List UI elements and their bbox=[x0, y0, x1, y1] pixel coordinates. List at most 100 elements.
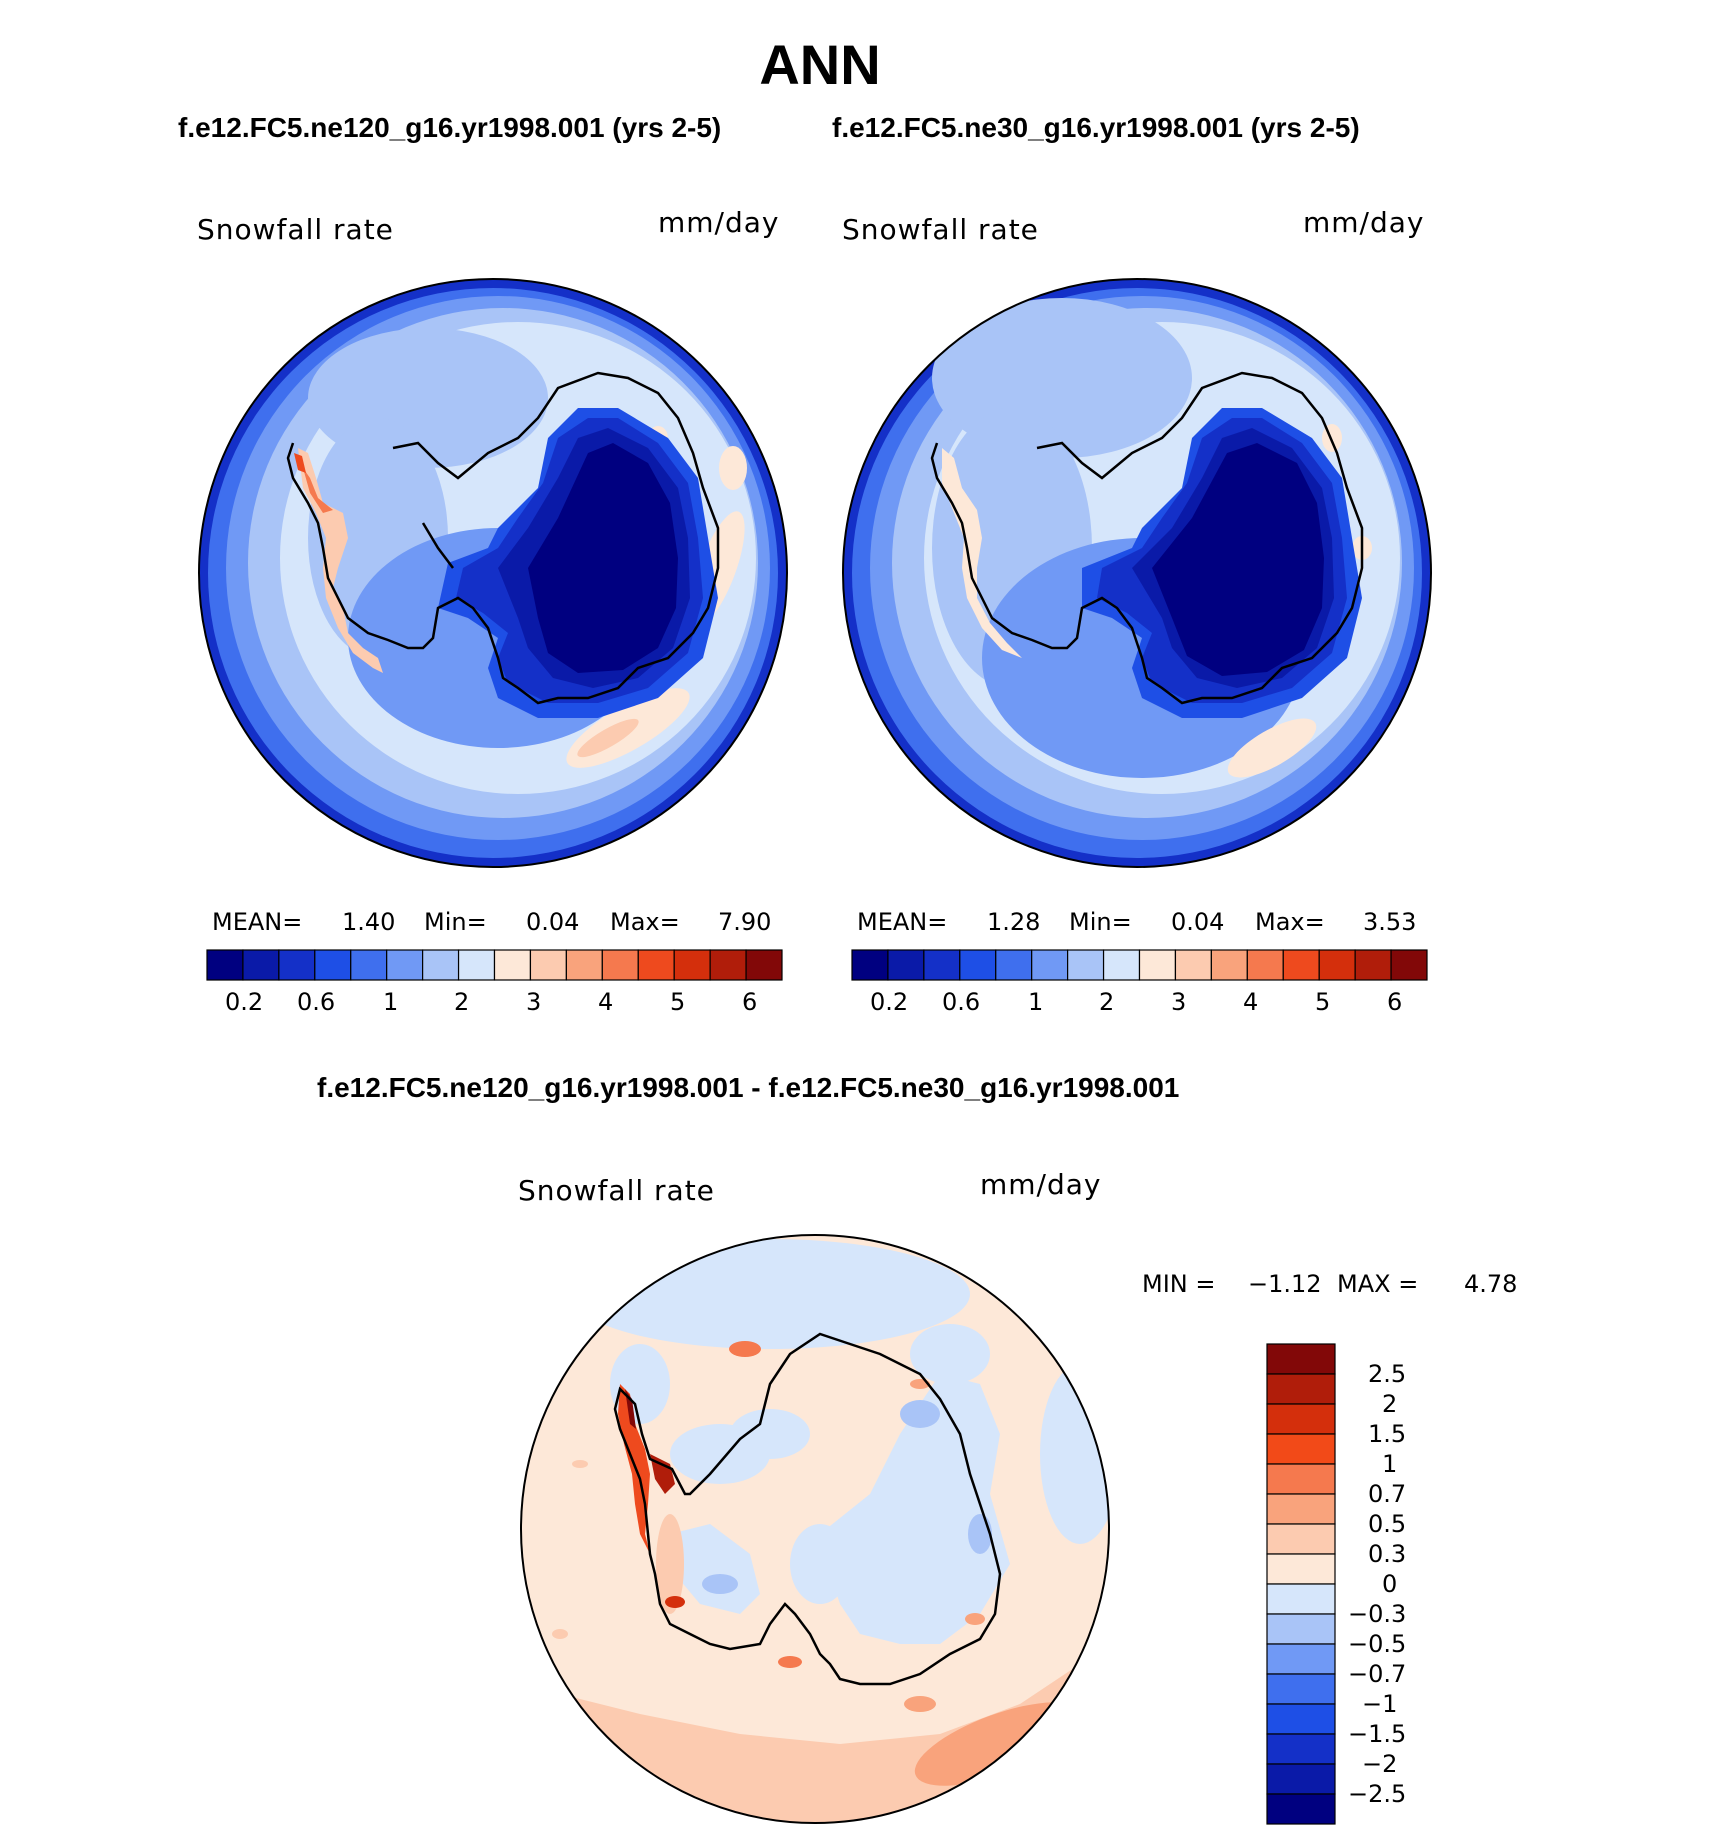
colorbar-right-tick: 3 bbox=[1171, 988, 1187, 1016]
difference-label: f.e12.FC5.ne120_g16.yr1998.001 - f.e12.F… bbox=[317, 1072, 1180, 1103]
case-label-right: f.e12.FC5.ne30_g16.yr1998.001 (yrs 2-5) bbox=[832, 112, 1360, 143]
diff-max-label: MAX = bbox=[1337, 1270, 1419, 1298]
colorbar-swatch bbox=[457, 949, 496, 981]
colorbar-difference-tick: −2.5 bbox=[1348, 1780, 1407, 1808]
colorbar-swatch bbox=[1266, 1793, 1336, 1825]
max-value-right: 3.53 bbox=[1363, 908, 1417, 936]
mean-label-left: MEAN= bbox=[212, 908, 303, 936]
colorbar-swatch bbox=[709, 949, 747, 981]
colorbar-right-tick: 6 bbox=[1387, 988, 1403, 1016]
colorbar-difference-tick: −2 bbox=[1362, 1750, 1398, 1778]
colorbar-swatch bbox=[1266, 1763, 1336, 1795]
diff-min-value: −1.12 bbox=[1248, 1270, 1322, 1298]
map-difference bbox=[520, 1234, 1110, 1824]
map-difference-coastline bbox=[613, 1332, 1002, 1686]
colorbar-difference-tick: 0.7 bbox=[1368, 1480, 1407, 1508]
colorbar-swatch bbox=[350, 949, 388, 981]
diff-max-value: 4.78 bbox=[1464, 1270, 1518, 1298]
map-right-coastline bbox=[930, 371, 1364, 705]
colorbar-swatch bbox=[601, 949, 639, 981]
map-left bbox=[198, 278, 788, 868]
colorbar-difference-tick: 0.3 bbox=[1368, 1540, 1407, 1568]
colorbar-right-tick: 0.2 bbox=[870, 988, 909, 1016]
min-label-left: Min= bbox=[424, 908, 487, 936]
colorbar-swatch bbox=[995, 949, 1033, 981]
colorbar-swatch bbox=[278, 949, 316, 981]
colorbar-left-tick: 0.6 bbox=[297, 988, 336, 1016]
colorbar-left-tick: 0.2 bbox=[225, 988, 264, 1016]
colorbar-difference-tick: 0.5 bbox=[1368, 1510, 1407, 1538]
min-label-right: Min= bbox=[1069, 908, 1132, 936]
colorbar-swatch bbox=[1266, 1523, 1336, 1555]
colorbar-left bbox=[206, 949, 783, 981]
variable-label-right: Snowfall rate bbox=[842, 213, 1039, 246]
colorbar-difference bbox=[1266, 1343, 1336, 1825]
colorbar-swatch bbox=[242, 949, 280, 981]
colorbar-swatch bbox=[1390, 949, 1428, 981]
colorbar-swatch bbox=[1266, 1673, 1336, 1705]
colorbar-swatch bbox=[529, 949, 567, 981]
page-title: ANN bbox=[759, 33, 881, 96]
units-label-left: mm/day bbox=[658, 206, 780, 239]
colorbar-swatch bbox=[1174, 949, 1212, 981]
colorbar-difference-tick: −0.7 bbox=[1348, 1660, 1407, 1688]
map-right-border bbox=[842, 278, 1432, 868]
map-right bbox=[842, 278, 1432, 868]
colorbar-swatch bbox=[1282, 949, 1320, 981]
colorbar-swatch bbox=[1067, 949, 1105, 981]
colorbar-right-tick: 0.6 bbox=[942, 988, 981, 1016]
colorbar-swatch bbox=[1266, 1613, 1336, 1645]
map-difference-border bbox=[520, 1234, 1110, 1824]
map-left-coastline bbox=[286, 371, 720, 705]
colorbar-swatch bbox=[1246, 949, 1284, 981]
diff-min-label: MIN = bbox=[1142, 1270, 1216, 1298]
colorbar-swatch bbox=[1102, 949, 1141, 981]
colorbar-swatch bbox=[1354, 949, 1392, 981]
colorbar-swatch bbox=[745, 949, 783, 981]
colorbar-swatch bbox=[673, 949, 711, 981]
colorbar-left-tick: 4 bbox=[598, 988, 614, 1016]
mean-label-right: MEAN= bbox=[857, 908, 948, 936]
colorbar-swatch bbox=[637, 949, 675, 981]
mean-value-right: 1.28 bbox=[987, 908, 1041, 936]
colorbar-difference-ticks: 2.5 2 1.5 1 0.7 0.5 0.3 0 −0.3 −0.5 −0.7… bbox=[1344, 1344, 1464, 1824]
colorbar-swatch bbox=[386, 949, 424, 981]
colorbar-swatch bbox=[1266, 1583, 1336, 1615]
colorbar-swatch bbox=[314, 949, 352, 981]
colorbar-difference-tick: 2.5 bbox=[1368, 1360, 1407, 1388]
colorbar-swatch bbox=[887, 949, 925, 981]
colorbar-swatch bbox=[1266, 1493, 1336, 1525]
colorbar-difference-tick: −1.5 bbox=[1348, 1720, 1407, 1748]
colorbar-difference-tick: −0.5 bbox=[1348, 1630, 1407, 1658]
colorbar-swatch bbox=[1266, 1373, 1336, 1405]
colorbar-swatch bbox=[1266, 1643, 1336, 1675]
colorbar-swatch bbox=[422, 949, 460, 981]
colorbar-right-tick: 4 bbox=[1243, 988, 1259, 1016]
max-label-left: Max= bbox=[610, 908, 680, 936]
colorbar-right-ticks: 0.2 0.6 1 2 3 4 5 6 bbox=[852, 988, 1427, 1018]
colorbar-difference-tick: −0.3 bbox=[1348, 1600, 1407, 1628]
colorbar-swatch bbox=[851, 949, 889, 981]
units-label-diff: mm/day bbox=[980, 1168, 1102, 1201]
colorbar-swatch bbox=[923, 949, 961, 981]
colorbar-difference-tick: 1.5 bbox=[1368, 1420, 1407, 1448]
case-label-left: f.e12.FC5.ne120_g16.yr1998.001 (yrs 2-5) bbox=[178, 112, 722, 143]
colorbar-right-tick: 5 bbox=[1315, 988, 1331, 1016]
colorbar-swatch bbox=[1266, 1733, 1336, 1765]
mean-value-left: 1.40 bbox=[342, 908, 396, 936]
min-value-right: 0.04 bbox=[1171, 908, 1225, 936]
colorbar-swatch bbox=[1138, 949, 1177, 981]
colorbar-swatch bbox=[1266, 1703, 1336, 1735]
colorbar-swatch bbox=[1318, 949, 1356, 981]
colorbar-swatch bbox=[206, 949, 244, 981]
colorbar-difference-tick: −1 bbox=[1362, 1690, 1398, 1718]
colorbar-swatch bbox=[1266, 1343, 1336, 1375]
colorbar-left-tick: 5 bbox=[670, 988, 686, 1016]
variable-label-diff: Snowfall rate bbox=[518, 1174, 715, 1207]
colorbar-difference-tick: 1 bbox=[1382, 1450, 1398, 1478]
colorbar-difference-tick: 2 bbox=[1382, 1390, 1398, 1418]
max-label-right: Max= bbox=[1255, 908, 1325, 936]
colorbar-swatch bbox=[565, 949, 603, 981]
units-label-right: mm/day bbox=[1303, 206, 1425, 239]
variable-label-left: Snowfall rate bbox=[197, 213, 394, 246]
